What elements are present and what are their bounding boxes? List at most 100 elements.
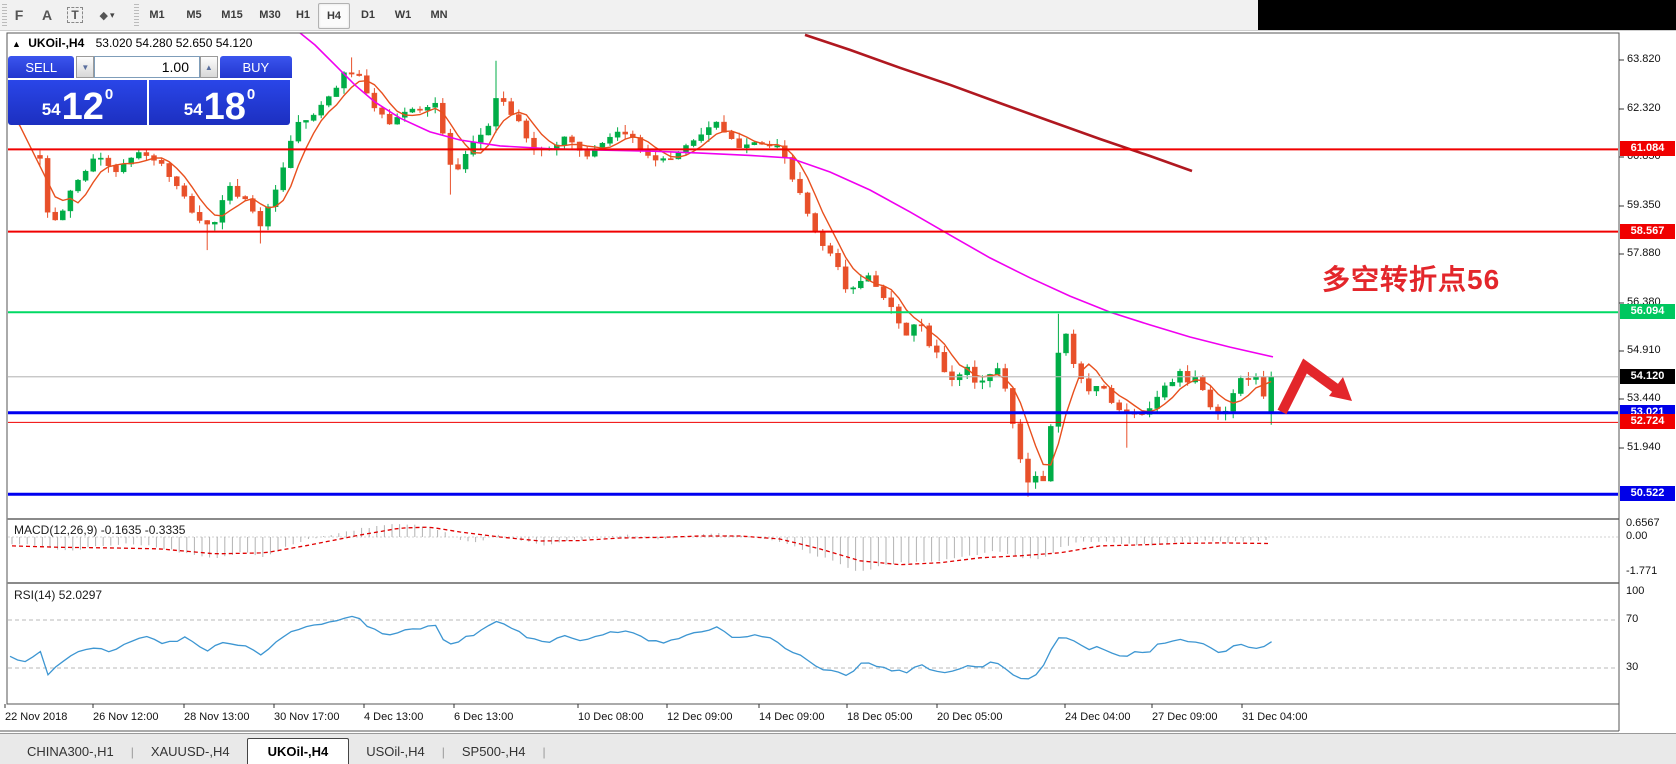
volume-input[interactable]: 1.00	[94, 56, 200, 78]
time-axis-label: 30 Nov 17:00	[274, 711, 340, 723]
timeframe-w1-button[interactable]: W1	[394, 9, 412, 21]
price-tick-label: 53.440	[1627, 392, 1661, 404]
tab-china300h1[interactable]: CHINA300-,H1	[27, 744, 114, 759]
tab-usoilh4[interactable]: USOil-,H4	[366, 744, 425, 759]
timeframe-h1-button[interactable]: H1	[295, 9, 311, 21]
ask-big-digits: 18	[203, 86, 246, 129]
bid-prefix: 54	[41, 100, 61, 119]
price-tick-label: 54.910	[1627, 344, 1661, 356]
price-tick-label: 62.320	[1627, 101, 1661, 114]
label-tool-button[interactable]: T	[62, 2, 88, 28]
text-tool-icon: A	[41, 7, 53, 23]
shapes-tool-button[interactable]: ◆ ▾	[94, 2, 120, 28]
time-axis-label: 6 Dec 13:00	[454, 711, 514, 723]
macd-scale-label: 0.00	[1626, 530, 1648, 542]
dropdown-caret-icon: ▾	[109, 9, 115, 20]
one-click-trade-panel: SELL ▼ 1.00 ▲ BUY 54 12 0 54 18 0	[8, 56, 292, 129]
timeframe-m30-button[interactable]: M30	[259, 9, 281, 21]
macd-pane[interactable]	[8, 524, 1618, 571]
ask-prefix: 54	[183, 100, 203, 119]
bid-big-digits: 12	[61, 86, 104, 129]
timeframe-mn-button[interactable]: MN	[430, 9, 448, 21]
rsi-pane[interactable]	[8, 615, 1618, 680]
price-tick-label: 59.350	[1627, 198, 1661, 211]
bid-pipette: 0	[104, 86, 114, 103]
timeframe-m15-button[interactable]: M15	[221, 9, 243, 21]
time-axis-label: 24 Dec 04:00	[1065, 711, 1131, 723]
price-tick-label: 51.940	[1627, 441, 1661, 453]
macd-signal-value: -0.3335	[144, 523, 186, 537]
time-axis-label: 31 Dec 04:00	[1242, 711, 1308, 723]
time-axis-label: 27 Dec 09:00	[1152, 711, 1218, 723]
toolbar-dark-area	[1258, 0, 1676, 30]
timeframe-m1-button[interactable]: M1	[149, 9, 165, 21]
drawn-arrow	[1277, 358, 1341, 415]
price-tick-label: 63.820	[1627, 53, 1661, 65]
label-tool-icon: T	[67, 7, 83, 23]
rsi-value: 52.0297	[58, 588, 103, 602]
tab-sp500h4[interactable]: SP500-,H4	[461, 744, 526, 759]
chart-header: ▲ UKOil-,H4 53.020 54.280 52.650 54.120	[12, 36, 252, 50]
macd-name: MACD(12,26,9)	[14, 523, 98, 537]
price-tick-label: 57.880	[1627, 247, 1661, 259]
time-axis-label: 12 Dec 09:00	[667, 711, 733, 723]
tab-separator: |	[542, 745, 546, 759]
macd-value: -0.1635	[100, 523, 142, 537]
tab-separator: |	[441, 745, 445, 759]
ma-fast-line	[8, 79, 1272, 466]
price-level-badge: 54.120	[1620, 368, 1675, 384]
tab-xauusdh4[interactable]: XAUUSD-,H4	[150, 744, 230, 759]
chart-annotation-text[interactable]: 多空转折点56	[1322, 264, 1501, 295]
chart-symbol-timeframe: UKOil-,H4	[28, 36, 85, 50]
chart-tabs-bar: CHINA300-,H1 | XAUUSD-,H4 UKOil-,H4 USOil-,H…	[0, 733, 1676, 764]
price-level-badge: 52.724	[1620, 414, 1675, 430]
price-level-badge: 61.084	[1620, 141, 1675, 157]
time-axis-label: 20 Dec 05:00	[937, 711, 1003, 723]
buy-price-box[interactable]: 54 18 0	[149, 80, 290, 129]
time-axis-label: 14 Dec 09:00	[759, 711, 825, 723]
time-axis-label: 26 Nov 12:00	[93, 711, 159, 723]
trade-panel-toggle-icon[interactable]: ▲	[12, 39, 21, 49]
toolbar-drag-handle[interactable]	[2, 4, 7, 26]
time-axis-label: 18 Dec 05:00	[847, 711, 913, 723]
rsi-scale-label: 30	[1626, 661, 1639, 673]
rsi-line	[9, 615, 1272, 680]
price-level-badge: 50.522	[1620, 486, 1675, 502]
time-axis-label: 28 Nov 13:00	[184, 711, 250, 723]
time-axis-label: 4 Dec 13:00	[364, 711, 424, 723]
fibonacci-tool-icon: F	[14, 7, 24, 23]
rsi-scale-label: 100	[1626, 585, 1645, 597]
sell-button[interactable]: SELL	[8, 56, 75, 78]
macd-scale-label: 0.6567	[1626, 516, 1660, 529]
volume-increase-button[interactable]: ▲	[199, 56, 218, 78]
buy-button[interactable]: BUY	[219, 56, 292, 78]
macd-scale-label: -1.771	[1626, 565, 1658, 578]
chart-ohlc-values: 53.020 54.280 52.650 54.120	[95, 36, 253, 50]
timeframe-h4-button[interactable]: H4	[318, 3, 350, 29]
ma-long-line	[804, 33, 1193, 173]
shapes-tool-icon: ◆	[99, 9, 108, 22]
time-axis-label: 10 Dec 08:00	[578, 711, 644, 723]
timeframe-drag-handle[interactable]	[134, 4, 139, 26]
rsi-name: RSI(14)	[14, 588, 56, 602]
time-axis-label: 22 Nov 2018	[5, 711, 68, 723]
ma-slow-line	[299, 33, 1274, 358]
rsi-label: RSI(14) 52.0297	[14, 588, 102, 602]
fibonacci-tool-button[interactable]: F	[6, 2, 32, 28]
price-level-badge: 58.567	[1620, 223, 1675, 239]
sell-price-box[interactable]: 54 12 0	[8, 80, 147, 129]
text-tool-button[interactable]: A	[34, 2, 60, 28]
volume-decrease-button[interactable]: ▼	[76, 56, 95, 78]
drawn-arrow-head	[1329, 377, 1352, 401]
timeframe-d1-button[interactable]: D1	[360, 9, 376, 21]
toolbar: F A T ◆ ▾ M1 M5 M15 M30 H1 H4 D1 W1 MN	[0, 0, 1676, 31]
tab-separator: |	[130, 745, 134, 759]
macd-signal-line	[11, 526, 1269, 566]
tab-ukoilh4[interactable]: UKOil-,H4	[246, 738, 350, 764]
rsi-scale-label: 70	[1626, 613, 1639, 625]
timeframe-m5-button[interactable]: M5	[186, 9, 202, 21]
macd-label: MACD(12,26,9) -0.1635 -0.3335	[14, 523, 185, 537]
ask-pipette: 0	[246, 86, 256, 103]
price-level-badge: 56.094	[1620, 304, 1675, 320]
